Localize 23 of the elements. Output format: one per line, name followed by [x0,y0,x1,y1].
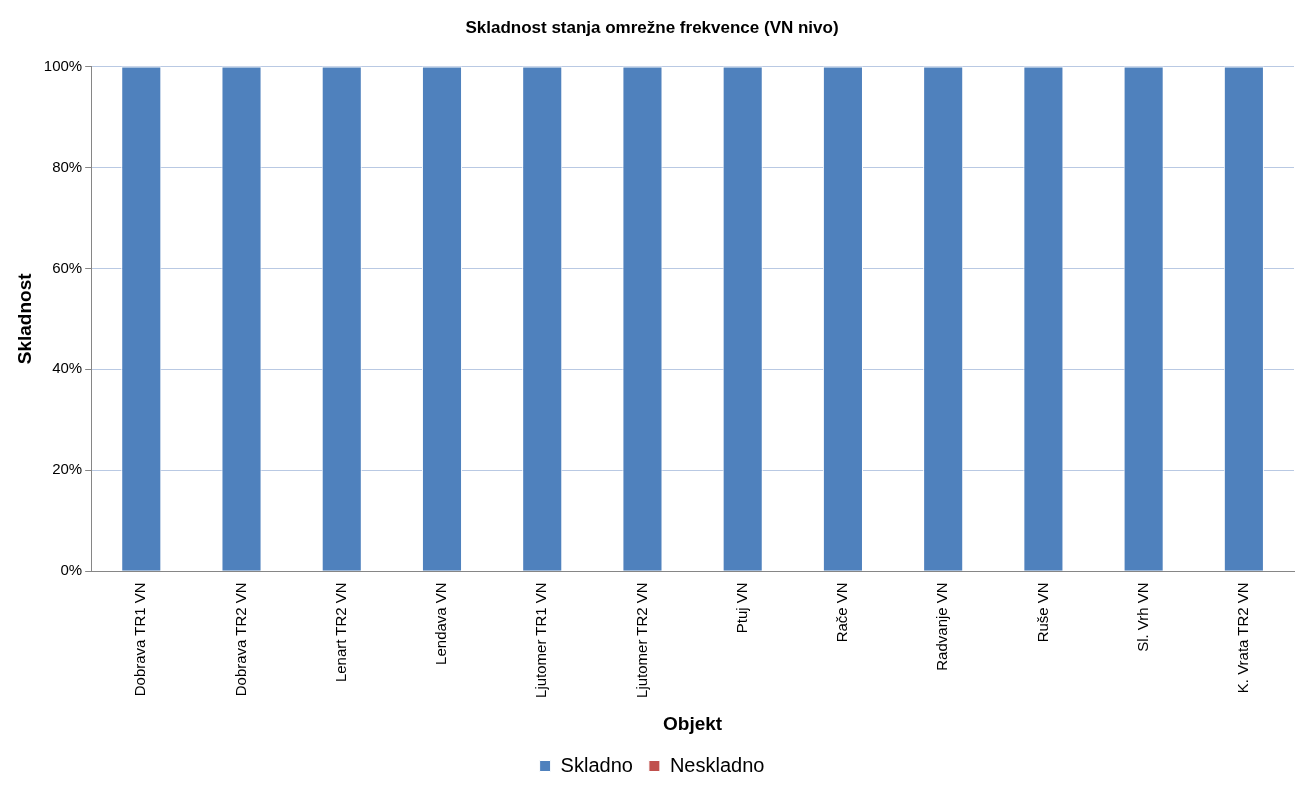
x-tick-label: Ruše VN [1033,582,1051,643]
chart-title: Skladnost stanja omrežne frekvence (VN nivo) [465,17,839,37]
y-tick-label: 0% [60,561,83,579]
x-tick-label: K. Vrata TR2 VN [1234,582,1252,694]
y-tick-label: 80% [52,157,83,175]
y-axis-title: Skladnost [13,272,35,365]
y-tick-label: 60% [52,258,83,276]
x-tick-label: Rače VN [833,582,851,643]
legend-label: Skladno [560,753,633,776]
x-tick-label: Ptuj VN [732,582,750,634]
x-tick-label: Radvanje VN [933,582,951,671]
x-tick-label: Dobrava TR1 VN [131,582,149,697]
x-tick-label: Sl. Vrh VN [1133,582,1151,652]
x-tick-label: Ljutomer TR2 VN [632,582,650,698]
x-tick-label: Lenart TR2 VN [331,582,349,683]
x-axis-title: Objekt [663,712,723,734]
y-tick-label: 40% [52,359,83,377]
y-tick-label: 100% [43,56,83,74]
y-tick-label: 20% [52,460,83,478]
legend-label: Neskladno [669,753,765,776]
x-tick-label: Dobrava TR2 VN [231,582,249,697]
x-tick-label: Lendava VN [432,582,450,665]
x-tick-label: Ljutomer TR1 VN [532,582,550,698]
